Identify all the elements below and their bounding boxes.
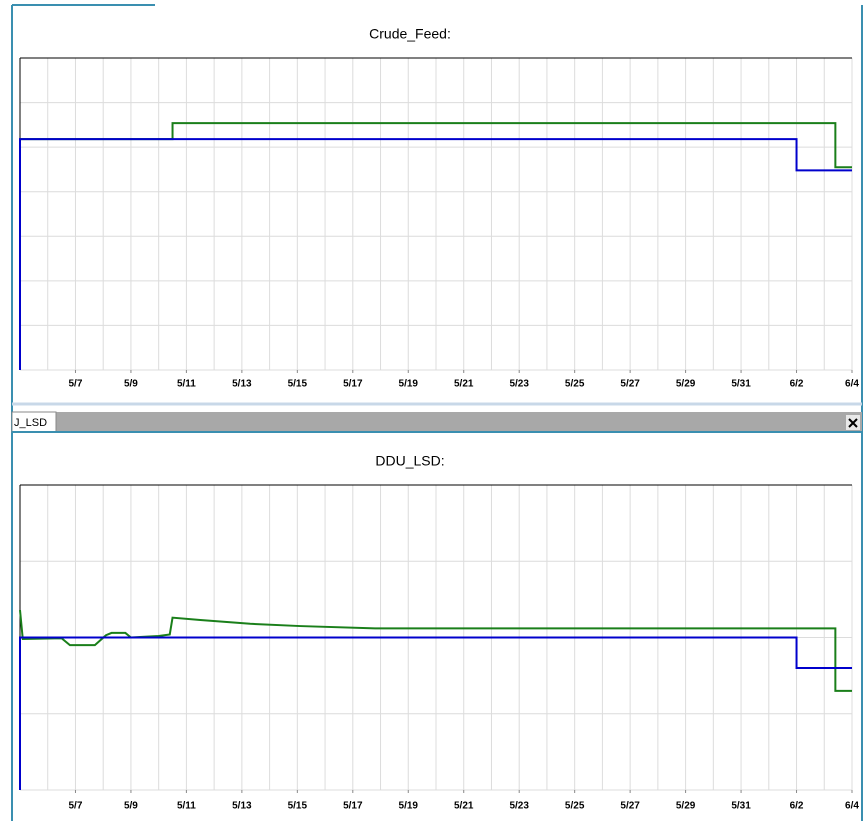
x-tick-label: 5/23: [509, 801, 529, 812]
tab-label: J_LSD: [14, 417, 47, 429]
x-tick-label: 5/19: [399, 379, 419, 390]
x-tick-label: 5/31: [731, 801, 751, 812]
x-tick-label: 5/29: [676, 801, 696, 812]
x-tick-label: 6/2: [790, 379, 804, 390]
x-tick-label: 5/21: [454, 801, 474, 812]
x-tick-label: 5/15: [288, 801, 308, 812]
x-tick-label: 5/25: [565, 801, 585, 812]
x-tick-label: 5/11: [177, 379, 196, 390]
x-tick-label: 5/27: [620, 801, 640, 812]
x-tick-label: 5/15: [288, 379, 308, 390]
chart-title: DDU_LSD:: [375, 453, 444, 469]
x-tick-label: 5/13: [232, 379, 252, 390]
x-tick-label: 5/27: [620, 379, 640, 390]
chart-title: Crude_Feed:: [369, 26, 451, 42]
series-line: [19, 138, 852, 370]
x-tick-label: 6/4: [845, 379, 859, 390]
x-tick-label: 5/7: [69, 801, 83, 812]
x-tick-label: 5/9: [124, 379, 138, 390]
series-line: [19, 609, 852, 692]
close-icon: [848, 418, 858, 428]
x-tick-label: 5/19: [399, 801, 419, 812]
x-tick-label: 5/9: [124, 801, 138, 812]
x-tick-label: 5/29: [676, 379, 696, 390]
x-tick-label: 5/7: [69, 379, 83, 390]
series-line: [19, 636, 852, 790]
x-tick-label: 5/31: [731, 379, 751, 390]
x-tick-label: 6/2: [790, 801, 804, 812]
x-tick-label: 5/21: [454, 379, 474, 390]
x-tick-label: 6/4: [845, 801, 859, 812]
x-tick-label: 5/17: [343, 379, 363, 390]
x-tick-label: 5/11: [177, 801, 196, 812]
x-tick-label: 5/13: [232, 801, 252, 812]
x-tick-label: 5/23: [509, 379, 529, 390]
tab-bar: [12, 412, 862, 432]
x-tick-label: 5/25: [565, 379, 585, 390]
x-tick-label: 5/17: [343, 801, 363, 812]
